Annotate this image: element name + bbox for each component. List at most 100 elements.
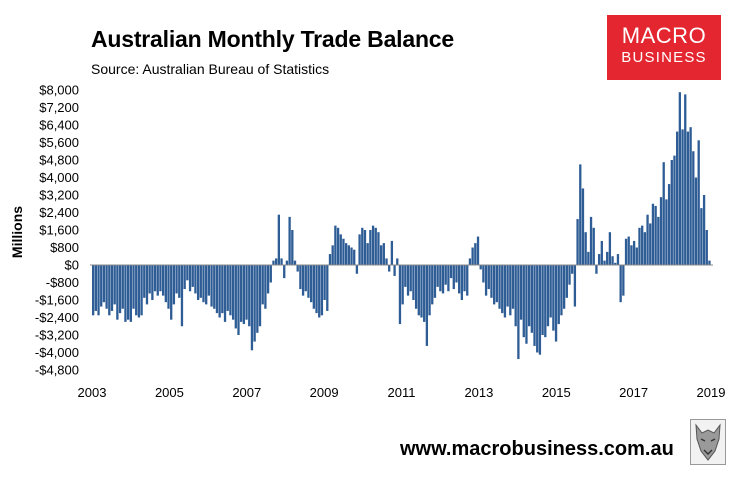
- bar: [331, 245, 334, 265]
- bar: [288, 216, 291, 266]
- bar: [522, 265, 525, 338]
- bar: [110, 265, 114, 311]
- bar: [318, 265, 321, 318]
- bar: [511, 265, 515, 309]
- bar: [495, 265, 499, 303]
- bar: [129, 265, 132, 322]
- bar: [253, 265, 256, 342]
- bar: [339, 234, 342, 266]
- bar: [304, 265, 307, 292]
- bar: [194, 265, 197, 294]
- bar: [151, 265, 154, 300]
- bar: [180, 265, 184, 327]
- bar: [414, 265, 418, 309]
- bar: [293, 260, 297, 266]
- bar: [347, 245, 350, 265]
- bar: [172, 265, 176, 305]
- bar: [503, 265, 507, 318]
- y-tick-label: $0: [65, 258, 79, 273]
- bar: [336, 227, 340, 265]
- bar: [105, 265, 108, 309]
- bar: [592, 227, 595, 265]
- bar: [517, 265, 520, 360]
- y-tick-label: $7,200: [39, 100, 79, 115]
- bar: [388, 265, 391, 272]
- y-tick-label: -$800: [46, 275, 79, 290]
- bar: [684, 94, 687, 266]
- bar: [256, 265, 259, 333]
- y-tick-label: $4,000: [39, 170, 79, 185]
- bar: [296, 265, 299, 272]
- y-tick-label: -$2,400: [35, 310, 79, 325]
- bar: [552, 265, 555, 331]
- bar: [444, 265, 447, 285]
- bar: [482, 265, 485, 283]
- bar: [657, 216, 660, 266]
- bar: [460, 265, 464, 300]
- bar: [538, 265, 542, 355]
- bar: [595, 265, 598, 274]
- y-axis-label: Millions: [9, 206, 25, 258]
- bar: [519, 265, 523, 320]
- bar: [635, 247, 638, 265]
- bar: [196, 265, 200, 300]
- bar: [705, 230, 708, 265]
- bar: [178, 265, 181, 298]
- bar: [242, 265, 246, 325]
- footer-url: www.macrobusiness.com.au: [400, 438, 674, 460]
- bar: [627, 236, 630, 265]
- y-tick-label: -$4,800: [35, 363, 79, 378]
- bar: [237, 265, 240, 335]
- bar: [557, 265, 560, 325]
- bar: [126, 265, 130, 320]
- bar: [132, 265, 135, 309]
- bar: [649, 223, 652, 265]
- bar: [353, 249, 356, 265]
- bar: [369, 230, 372, 265]
- bar: [261, 265, 264, 305]
- bar: [452, 265, 455, 290]
- bar: [215, 265, 219, 314]
- bar: [250, 265, 254, 351]
- bar: [439, 265, 442, 292]
- bar: [277, 214, 281, 265]
- bar: [199, 265, 202, 298]
- bar: [562, 265, 566, 309]
- bar: [587, 251, 590, 266]
- bar: [417, 265, 420, 316]
- bar: [145, 265, 149, 305]
- bar: [514, 265, 517, 327]
- bar: [137, 265, 141, 318]
- bar: [670, 160, 673, 265]
- bar: [344, 243, 348, 266]
- bar: [676, 131, 679, 265]
- bar: [466, 265, 469, 296]
- bar: [285, 260, 289, 266]
- bar: [92, 265, 95, 316]
- bar: [447, 265, 450, 292]
- y-tick-label: $800: [50, 240, 79, 255]
- bar: [614, 262, 617, 265]
- bar: [632, 240, 636, 265]
- y-tick-label: -$1,600: [35, 293, 79, 308]
- bar: [708, 260, 711, 266]
- y-tick-label: $2,400: [39, 205, 79, 220]
- chart-subtitle: Source: Australian Bureau of Statistics: [91, 61, 330, 77]
- y-tick-label: $3,200: [39, 188, 79, 203]
- bar: [603, 260, 606, 266]
- bar: [186, 265, 189, 281]
- bar: [689, 127, 692, 265]
- bar: [320, 265, 324, 316]
- bar: [248, 265, 251, 327]
- bar: [571, 265, 574, 274]
- bar: [401, 265, 404, 305]
- bar: [202, 265, 205, 303]
- bar: [501, 265, 504, 314]
- bar: [153, 265, 157, 292]
- bar: [100, 265, 103, 307]
- bar: [226, 265, 229, 311]
- bar: [312, 265, 315, 309]
- bar: [377, 232, 380, 265]
- bar: [366, 243, 369, 266]
- bar: [700, 208, 703, 266]
